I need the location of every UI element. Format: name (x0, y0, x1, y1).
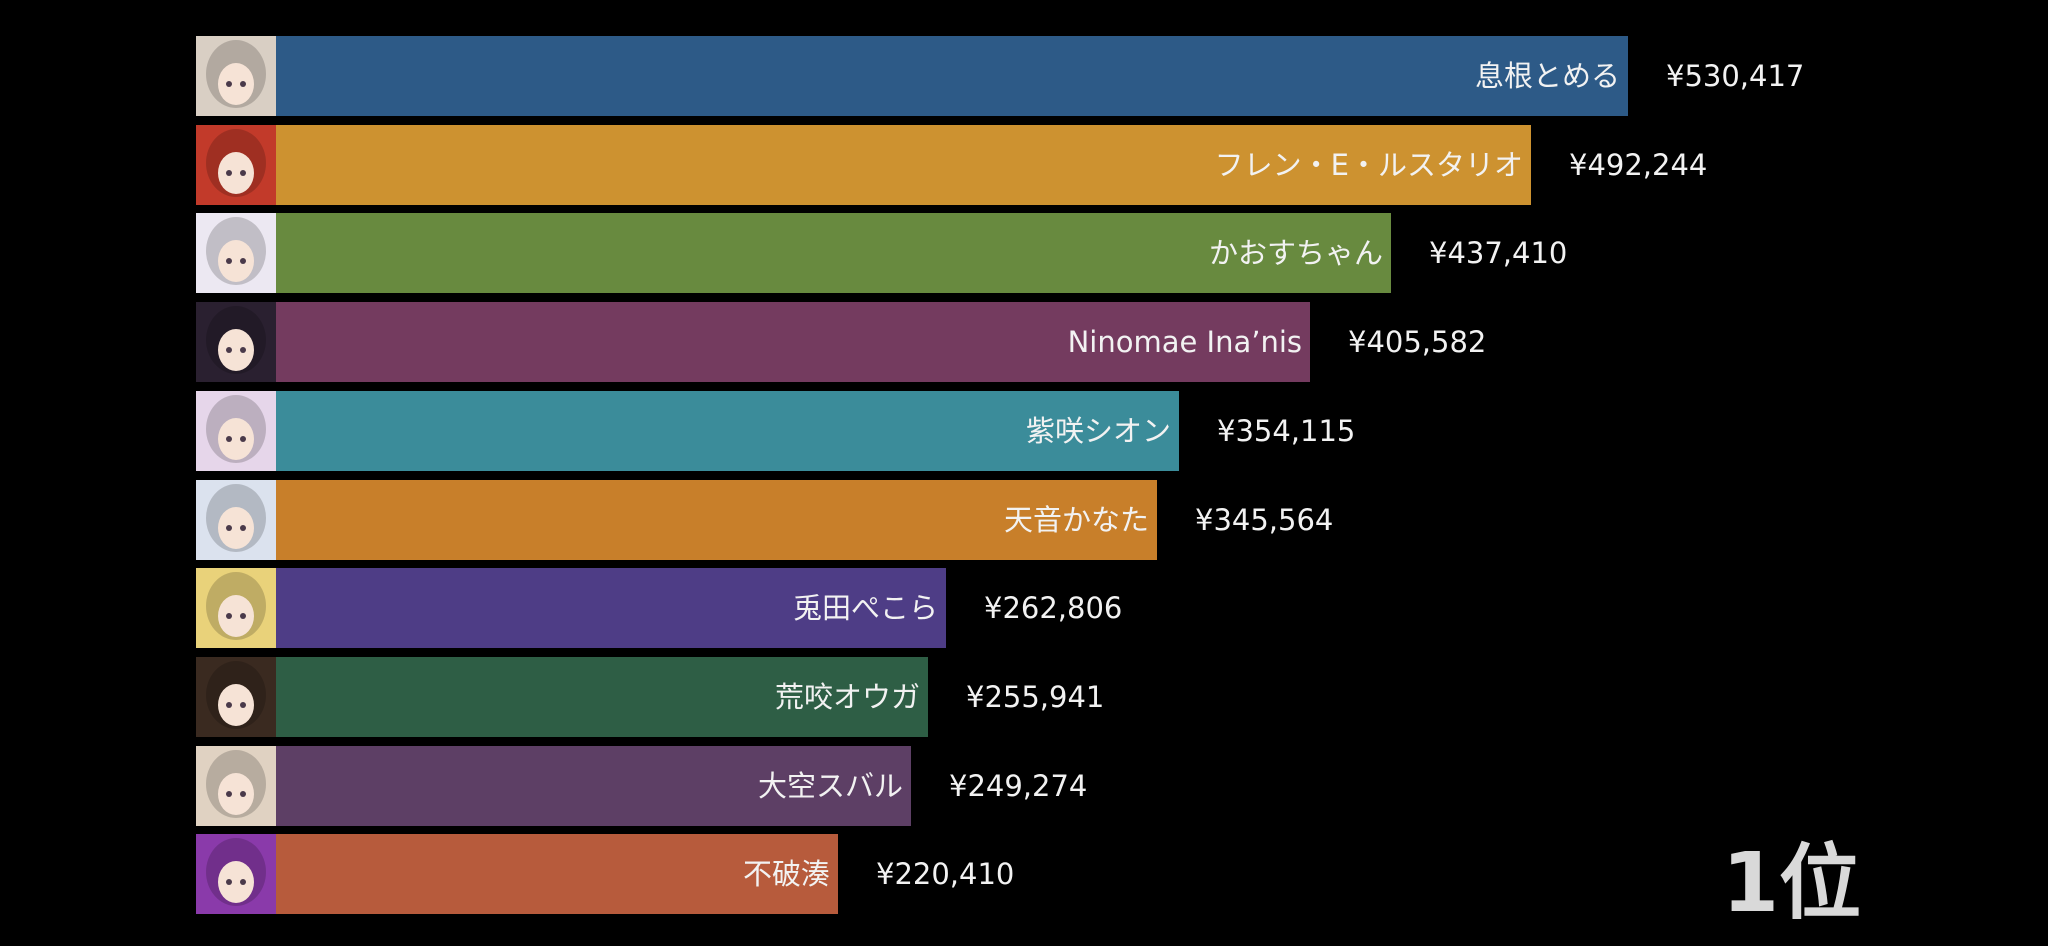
value-label: ¥354,115 (1217, 414, 1356, 448)
bar: フレン・E・ルスタリオ (276, 125, 1531, 205)
value-label: ¥530,417 (1666, 59, 1805, 93)
avatar-icon (196, 213, 276, 293)
value-label: ¥405,582 (1348, 325, 1487, 359)
value-label: ¥262,806 (984, 591, 1123, 625)
value-label: ¥437,410 (1429, 236, 1568, 270)
category-label: 紫咲シオン (1025, 414, 1171, 448)
category-label: Ninomae Ina’nis (1067, 325, 1302, 359)
avatar-icon (196, 480, 276, 560)
category-label: 不破湊 (742, 857, 830, 891)
value-label: ¥345,564 (1195, 503, 1334, 537)
bar: 大空スバル (276, 746, 911, 826)
bar: 天音かなた (276, 480, 1157, 560)
avatar-icon (196, 746, 276, 826)
avatar-icon (196, 302, 276, 382)
category-label: 息根とめる (1474, 59, 1620, 93)
category-label: 荒咬オウガ (774, 680, 920, 714)
category-label: 兎田ぺこら (792, 591, 938, 625)
avatar-icon (196, 36, 276, 116)
avatar-icon (196, 568, 276, 648)
bar: 息根とめる (276, 36, 1628, 116)
category-label: 天音かなた (1003, 503, 1149, 537)
value-label: ¥255,941 (966, 680, 1105, 714)
bar: 不破湊 (276, 834, 838, 914)
bar: Ninomae Ina’nis (276, 302, 1310, 382)
category-label: かおすちゃん (1208, 236, 1383, 270)
category-label: フレン・E・ルスタリオ (1214, 148, 1523, 182)
avatar-icon (196, 125, 276, 205)
rank-label: 1位 (1722, 836, 1862, 931)
value-label: ¥492,244 (1569, 148, 1708, 182)
bar: かおすちゃん (276, 213, 1391, 293)
category-label: 大空スバル (757, 769, 903, 803)
value-label: ¥220,410 (876, 857, 1015, 891)
avatar-icon (196, 391, 276, 471)
value-label: ¥249,274 (949, 769, 1088, 803)
bar: 兎田ぺこら (276, 568, 946, 648)
bar: 荒咬オウガ (276, 657, 928, 737)
avatar-icon (196, 834, 276, 914)
bar: 紫咲シオン (276, 391, 1179, 471)
avatar-icon (196, 657, 276, 737)
